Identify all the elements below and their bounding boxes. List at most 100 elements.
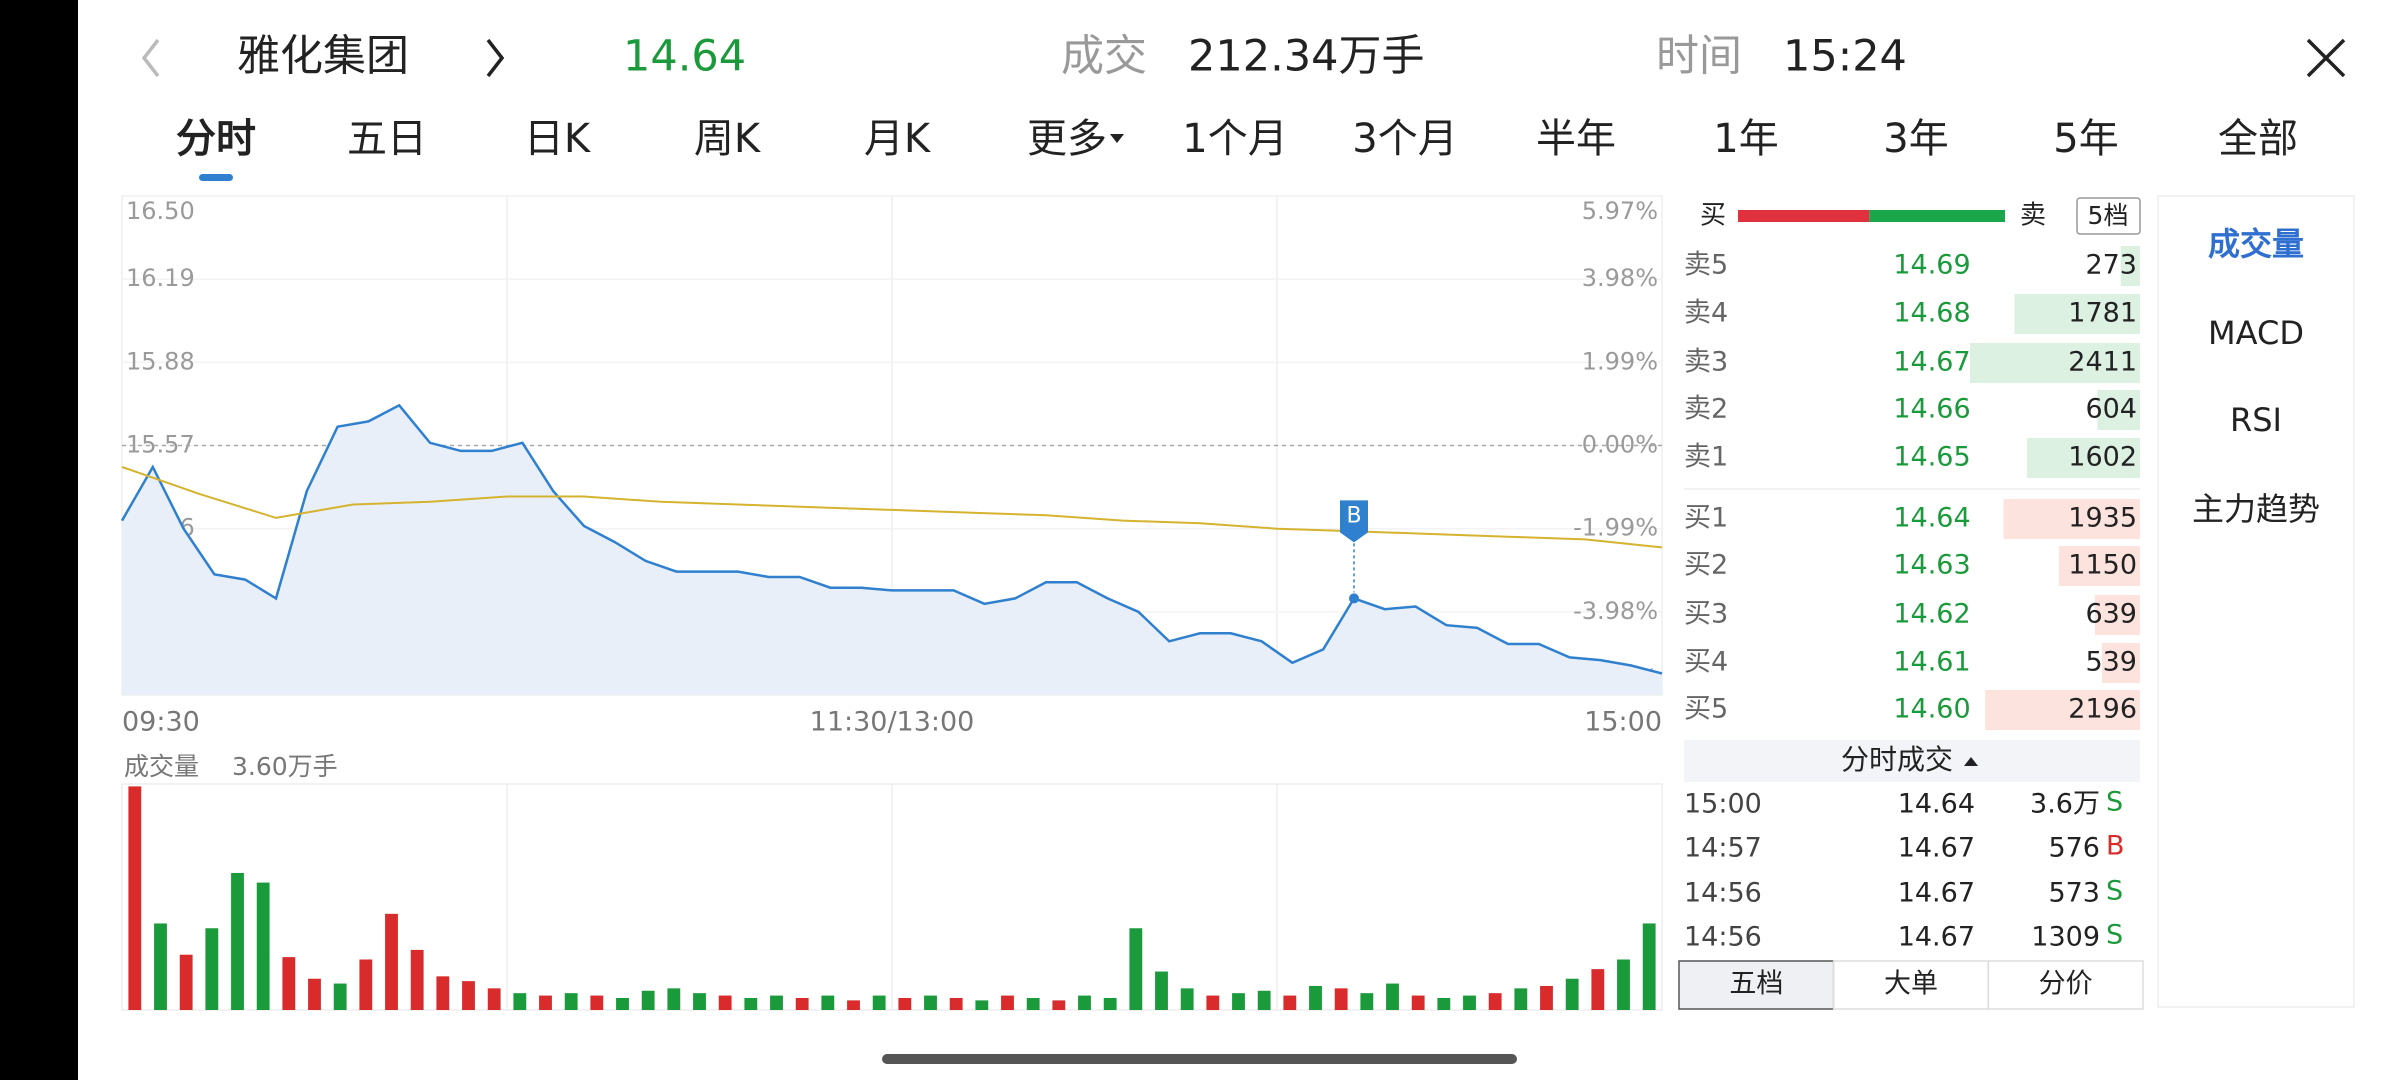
tab[interactable]: 1年 xyxy=(1713,116,1778,162)
average-line xyxy=(121,466,1663,549)
time: 15:24 xyxy=(1783,32,1907,82)
level-label: 买1 xyxy=(1684,503,1728,534)
side-menu-item[interactable]: 主力趋势 xyxy=(2192,490,2320,528)
tab[interactable]: 全部 xyxy=(2218,116,2298,162)
left-bar xyxy=(0,0,78,1080)
volume-bar xyxy=(1001,995,1014,1010)
tab[interactable]: 1个月 xyxy=(1182,116,1287,162)
level-price: 14.61 xyxy=(1893,647,1970,678)
volume-bar xyxy=(359,959,373,1010)
volume-bar xyxy=(564,993,578,1010)
volume-bar xyxy=(256,882,270,1010)
next-button[interactable] xyxy=(486,38,505,78)
side-menu-item[interactable]: 成交量 xyxy=(2208,225,2304,263)
button-bg[interactable] xyxy=(1678,960,1835,1010)
volume-bar xyxy=(462,981,475,1010)
volume-bar xyxy=(1488,993,1502,1010)
level-volume: 2411 xyxy=(2068,347,2137,378)
volume-bar xyxy=(847,1000,860,1010)
side-menu-item[interactable]: RSI xyxy=(2230,401,2282,439)
volume-bar xyxy=(949,997,963,1010)
tab[interactable]: 五日 xyxy=(347,116,427,162)
trade-price: 14.67 xyxy=(1898,878,1975,909)
y2-tick-label: 3.98% xyxy=(1582,264,1658,292)
chart: 16.5016.1915.8815.5715.2614.9514.645.97%… xyxy=(120,195,1663,1010)
time-label: 时间 xyxy=(1656,32,1742,82)
tab[interactable]: 月K xyxy=(864,116,932,162)
volume-bar xyxy=(898,997,912,1010)
y2-tick-label: -1.99% xyxy=(1573,514,1658,542)
volume-bar xyxy=(718,995,732,1010)
price-line xyxy=(120,403,1663,675)
volume-label: 成交 xyxy=(1061,32,1147,82)
tab[interactable]: 更多 xyxy=(1027,116,1107,162)
dropdown-icon xyxy=(1110,134,1124,143)
trade-time: 15:00 xyxy=(1684,789,1762,820)
y-tick-label: 16.19 xyxy=(126,264,195,292)
level-volume: 1781 xyxy=(2068,298,2137,329)
volume-bar xyxy=(231,872,244,1010)
level-volume: 2196 xyxy=(2068,694,2137,725)
button-bg[interactable] xyxy=(1987,960,2144,1010)
button[interactable]: 大单 xyxy=(1884,969,1938,1000)
tab[interactable]: 5年 xyxy=(2053,116,2118,162)
y2-tick-label: 0.00% xyxy=(1582,431,1658,459)
button[interactable]: 五档 xyxy=(1729,969,1783,1000)
trade-side: S xyxy=(2106,920,2123,951)
trade-time: 14:56 xyxy=(1684,922,1762,953)
tab[interactable]: 周K xyxy=(694,116,762,162)
volume-bar xyxy=(1437,997,1451,1010)
price-area xyxy=(122,405,1662,695)
sell-ratio xyxy=(1869,210,2005,222)
side-menu-item[interactable]: MACD xyxy=(2208,314,2304,352)
level-label: 买3 xyxy=(1684,599,1728,630)
volume-bar xyxy=(1052,1000,1066,1010)
level-volume: 1602 xyxy=(2068,442,2137,473)
trades-header-bg xyxy=(1684,740,2140,782)
level-volume: 539 xyxy=(2085,647,2137,678)
tab-buttons: 五档 大单 分价 xyxy=(1678,960,2144,1010)
volume-bar xyxy=(1103,997,1117,1010)
tab[interactable]: 3个月 xyxy=(1352,116,1457,162)
back-button[interactable] xyxy=(141,38,160,78)
volume-bar xyxy=(1334,988,1348,1010)
volume-depth-bar xyxy=(2003,499,2140,539)
x-tick-label: 09:30 xyxy=(122,707,200,738)
volume-depth-bar xyxy=(2058,546,2140,586)
volume-bar xyxy=(821,995,835,1010)
trade-side: S xyxy=(2106,787,2123,818)
volume-bar xyxy=(179,954,193,1010)
y-tick-label: 16.50 xyxy=(126,197,195,225)
y-tick-label: 15.88 xyxy=(126,347,195,375)
volume-bar xyxy=(795,997,809,1010)
volume-bar xyxy=(744,997,758,1010)
trade-volume: 3.6万 xyxy=(2030,789,2100,820)
level-price: 14.67 xyxy=(1893,347,1970,378)
volume-bar xyxy=(667,988,681,1010)
volume: 212.34万手 xyxy=(1188,32,1424,82)
button-bg[interactable] xyxy=(1832,960,1990,1010)
trade-volume: 573 xyxy=(2048,878,2100,909)
tab[interactable]: 分时 xyxy=(176,116,256,162)
volume-bar xyxy=(385,913,398,1010)
close-button[interactable] xyxy=(2306,38,2346,78)
depth-button-bg[interactable] xyxy=(2076,197,2141,235)
trades-title: 分时成交 xyxy=(1841,743,1953,776)
level-label: 买4 xyxy=(1684,647,1728,678)
button[interactable]: 分价 xyxy=(2039,969,2093,1000)
volume-bar xyxy=(872,995,886,1010)
volume-bar xyxy=(975,1000,989,1010)
trade-side: B xyxy=(2106,831,2125,862)
tab[interactable]: 日K xyxy=(524,116,592,162)
depth-button[interactable]: 5档 xyxy=(2088,201,2129,230)
tab[interactable]: 3年 xyxy=(1883,116,1948,162)
tab[interactable]: 半年 xyxy=(1536,116,1616,162)
volume-bar xyxy=(487,988,501,1010)
side-panel xyxy=(2157,195,2355,1008)
level-label: 卖5 xyxy=(1684,250,1728,281)
volume-bar xyxy=(641,990,655,1010)
y2-tick-label: 5.97% xyxy=(1582,197,1658,225)
volume-bar xyxy=(333,983,347,1010)
volume-total: 3.60万手 xyxy=(232,752,338,781)
